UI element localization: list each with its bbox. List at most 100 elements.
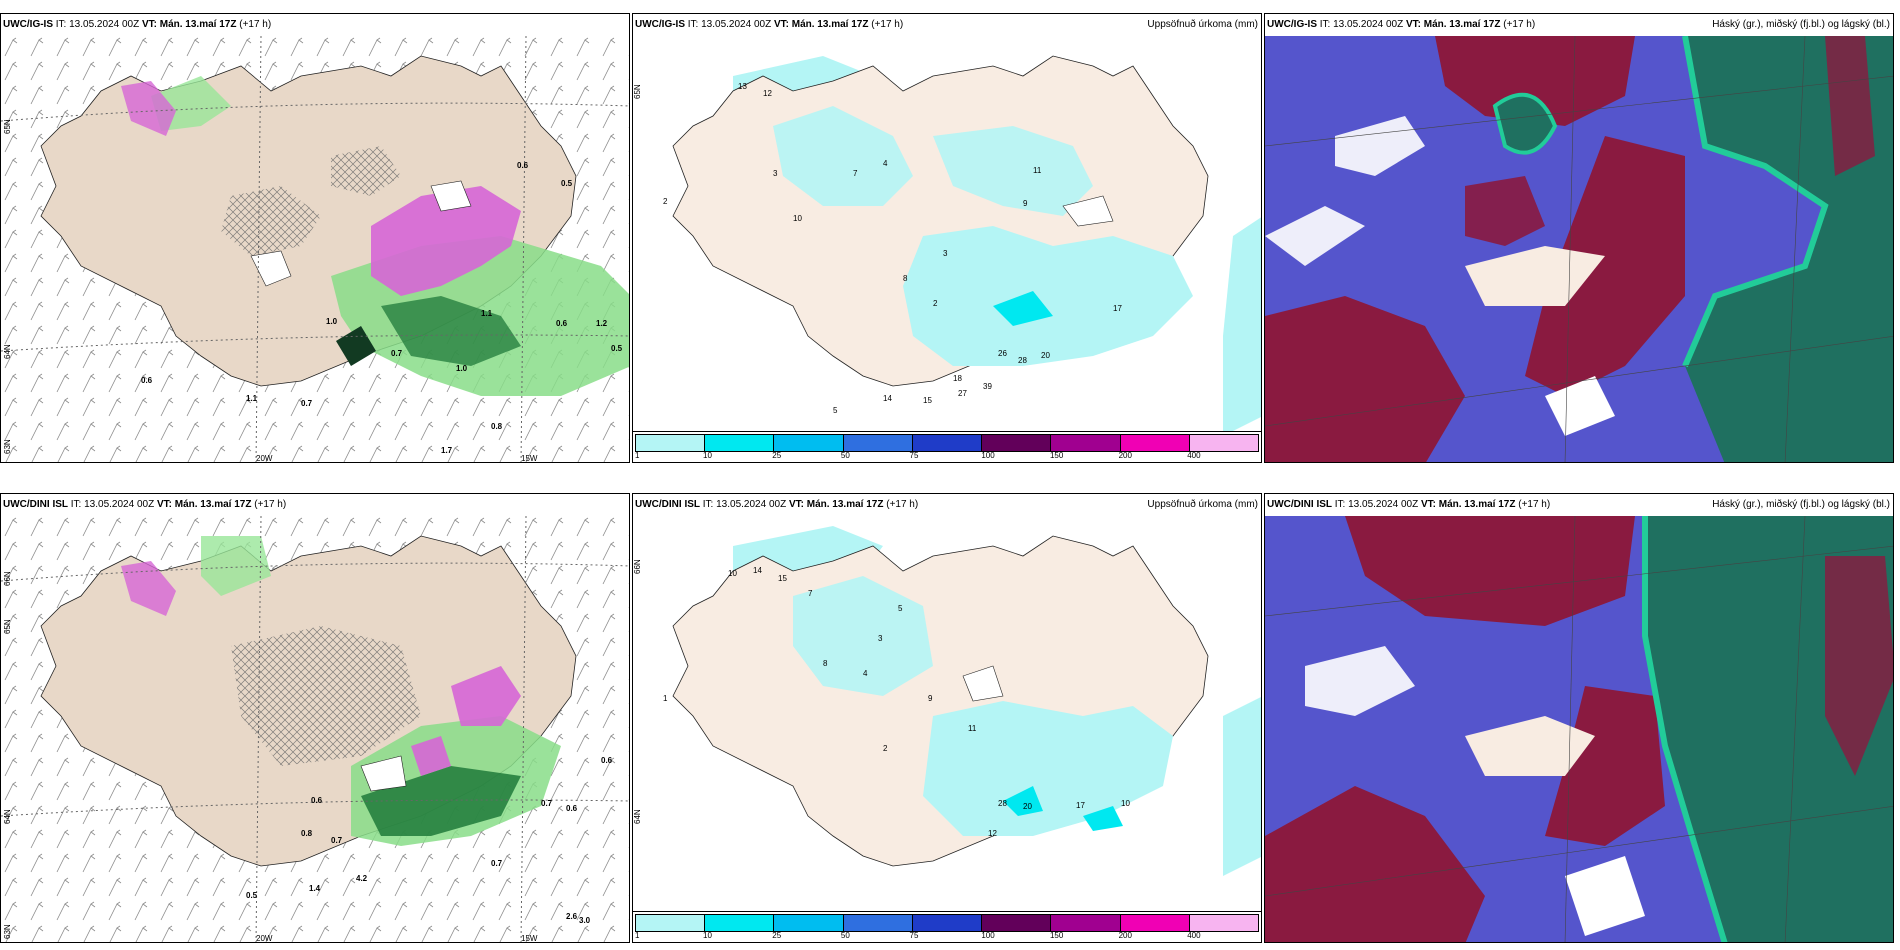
value-label: 7 xyxy=(808,589,813,598)
value-label: 10 xyxy=(1121,799,1130,808)
legend-tick: 50 xyxy=(840,931,850,940)
panel-header: UWC/IG-IS IT: 13.05.2024 00Z VT: Mán. 13… xyxy=(633,14,1261,36)
value-label: 7 xyxy=(853,169,858,178)
vt-label: VT: xyxy=(1405,19,1421,30)
value-label: 18 xyxy=(953,374,962,383)
panel-header: UWC/DINI ISL IT: 13.05.2024 00Z VT: Mán.… xyxy=(1,494,629,516)
it-value: 13.05.2024 00Z xyxy=(716,499,787,510)
legend-swatch xyxy=(1051,435,1121,451)
lon-label: 20W xyxy=(256,454,273,463)
cloud-cover-map xyxy=(1265,516,1893,942)
legend-tick: 100 xyxy=(981,451,995,460)
value-label: 0.5 xyxy=(561,179,573,188)
value-label: 0.5 xyxy=(246,891,258,900)
it-value: 13.05.2024 00Z xyxy=(1348,499,1419,510)
lon-label: 15W xyxy=(521,454,538,463)
it-value: 13.05.2024 00Z xyxy=(69,19,140,30)
lead-time: (+17 h) xyxy=(254,499,287,510)
value-label: 1.4 xyxy=(309,884,321,893)
model-name: UWC/DINI ISL xyxy=(635,499,700,510)
legend-swatch xyxy=(982,915,1052,931)
lead-time: (+17 h) xyxy=(1518,499,1551,510)
vt-value: Mán. 13.maí 17Z xyxy=(806,499,884,510)
map-title: Háský (gr.), miðský (fj.bl.) og lágský (… xyxy=(1712,19,1890,30)
value-label: 17 xyxy=(1113,304,1122,313)
value-label: 14 xyxy=(753,566,762,575)
lat-label: 66N xyxy=(633,559,642,574)
lead-time: (+17 h) xyxy=(886,499,919,510)
model-name: UWC/IG-IS xyxy=(1267,19,1317,30)
value-label: 26 xyxy=(998,349,1007,358)
map-title: Uppsöfnuð úrkoma (mm) xyxy=(1147,19,1258,30)
value-label: 3 xyxy=(878,634,883,643)
legend-swatch xyxy=(1189,435,1258,451)
value-label: 3 xyxy=(773,169,778,178)
value-label: 1.0 xyxy=(456,364,468,373)
vt-value: Mán. 13.maí 17Z xyxy=(174,499,252,510)
panel-bottom-right: UWC/DINI ISL IT: 13.05.2024 00Z VT: Mán.… xyxy=(1264,493,1894,943)
value-label: 2 xyxy=(883,744,888,753)
legend-swatch xyxy=(636,915,706,931)
precip-legend: 1 10 25 50 75 100 150 200 400 xyxy=(633,431,1261,462)
cloud-cover-map xyxy=(1265,36,1893,462)
value-label: 2 xyxy=(663,197,668,206)
legend-tick: 200 xyxy=(1118,451,1132,460)
value-label: 5 xyxy=(833,406,838,415)
value-label: 4 xyxy=(883,159,888,168)
legend-tick: 150 xyxy=(1049,451,1064,460)
value-label: 12 xyxy=(763,89,772,98)
value-label: 1.1 xyxy=(481,309,493,318)
value-label: 0.7 xyxy=(391,349,403,358)
accumulated-precip-map xyxy=(633,516,1261,942)
model-name: UWC/IG-IS xyxy=(635,19,685,30)
legend-swatch xyxy=(1051,915,1121,931)
value-label: 20 xyxy=(1023,802,1032,811)
vt-value: Mán. 13.maí 17Z xyxy=(1423,19,1501,30)
vt-label: VT: xyxy=(156,499,172,510)
vt-value: Mán. 13.maí 17Z xyxy=(791,19,869,30)
value-label: 12 xyxy=(988,829,997,838)
legend-swatch xyxy=(705,435,775,451)
value-label: 2.6 xyxy=(566,912,578,921)
vt-label: VT: xyxy=(1420,499,1436,510)
vt-value: Mán. 13.maí 17Z xyxy=(1438,499,1516,510)
lat-label: 63N xyxy=(3,924,12,939)
it-label: IT: xyxy=(687,19,699,30)
legend-tick: 25 xyxy=(772,931,782,940)
lat-label: 65N xyxy=(3,619,12,634)
value-label: 1.0 xyxy=(326,317,338,326)
panel-header: UWC/IG-IS IT: 13.05.2024 00Z VT: Mán. 13… xyxy=(1265,14,1893,36)
value-label: 1.1 xyxy=(246,394,258,403)
value-label: 9 xyxy=(928,694,933,703)
value-label: 8 xyxy=(903,274,908,283)
legend-swatch xyxy=(1189,915,1258,931)
value-label: 0.7 xyxy=(491,859,503,868)
it-value: 13.05.2024 00Z xyxy=(1333,19,1404,30)
value-label: 0.6 xyxy=(141,376,153,385)
value-label: 4 xyxy=(863,669,868,678)
legend-tick: 400 xyxy=(1187,451,1201,460)
legend-tick: 75 xyxy=(909,451,919,460)
lat-label: 66N xyxy=(3,571,12,586)
precip-wind-map xyxy=(1,516,629,942)
value-label: 8 xyxy=(823,659,828,668)
lat-label: 63N xyxy=(3,439,12,454)
vt-label: VT: xyxy=(773,19,789,30)
legend-colorbar xyxy=(635,434,1259,452)
lat-label: 65N xyxy=(3,119,12,134)
legend-swatch xyxy=(982,435,1052,451)
vt-label: VT: xyxy=(788,499,804,510)
value-label: 10 xyxy=(793,214,802,223)
legend-swatch xyxy=(912,435,983,451)
accumulated-precip-map xyxy=(633,36,1261,462)
value-label: 0.7 xyxy=(301,399,313,408)
it-value: 13.05.2024 00Z xyxy=(84,499,155,510)
legend-tick: 10 xyxy=(703,931,712,940)
legend-swatch xyxy=(774,435,844,451)
value-label: 3 xyxy=(943,249,948,258)
lat-label: 64N xyxy=(633,809,642,824)
value-label: 0.8 xyxy=(301,829,313,838)
value-label: 2 xyxy=(933,299,938,308)
map-title: Háský (gr.), miðský (fj.bl.) og lágský (… xyxy=(1712,499,1890,510)
value-label: 14 xyxy=(883,394,892,403)
